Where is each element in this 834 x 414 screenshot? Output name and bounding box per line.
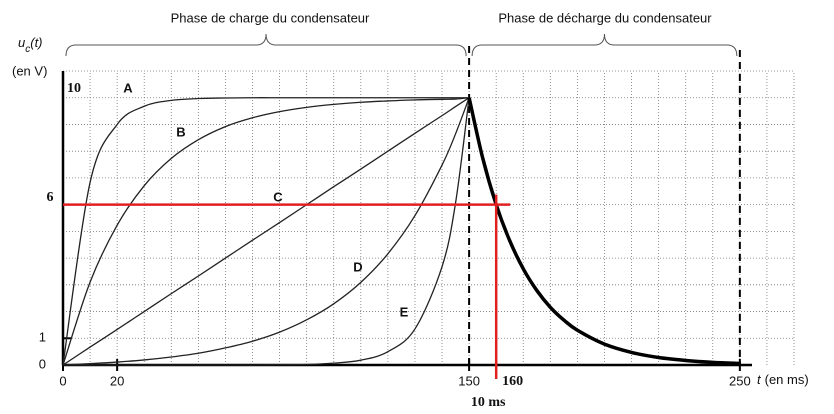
x-tick-label: 150 xyxy=(458,373,480,388)
charge-curve xyxy=(63,97,470,366)
y-label-sub: c xyxy=(25,44,30,55)
phase-label: Phase de charge du condensateur xyxy=(171,10,370,25)
curve-label: C xyxy=(273,189,283,204)
curve-label: B xyxy=(176,124,185,139)
red-label: 10 xyxy=(67,81,81,96)
curve-label: D xyxy=(353,259,362,274)
y-tick-label: 1 xyxy=(39,330,46,345)
charge-curve xyxy=(62,97,470,366)
y-tick-label: 0 xyxy=(39,356,46,371)
discharge-curve xyxy=(467,97,740,366)
y-axis-label: uc(t) xyxy=(18,35,43,54)
phase-label: Phase de décharge du condensateur xyxy=(498,10,712,25)
x-label-main: t xyxy=(757,372,762,387)
x-tick-label: 250 xyxy=(729,373,751,388)
curve-label: A xyxy=(123,80,133,95)
phase-brace xyxy=(471,33,738,57)
red-label: 6 xyxy=(47,190,54,205)
charge-curve xyxy=(62,97,470,366)
curve-label: E xyxy=(400,304,409,319)
y-axis-unit: (en V) xyxy=(12,63,47,78)
x-tick-label: 0 xyxy=(59,373,66,388)
red-note: 10 ms xyxy=(471,395,506,410)
x-label-unit: (en ms) xyxy=(765,372,809,387)
y-label-end: (t) xyxy=(30,35,42,50)
red-label: 160 xyxy=(502,374,523,389)
phase-brace xyxy=(65,33,467,57)
x-tick-label: 20 xyxy=(110,373,124,388)
y-label-main: u xyxy=(18,35,25,50)
x-axis-label: t (en ms) xyxy=(757,372,809,387)
charge-curve xyxy=(62,97,470,366)
